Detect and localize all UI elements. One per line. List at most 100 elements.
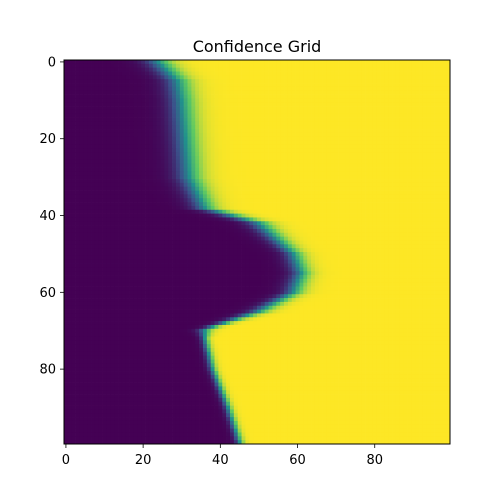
heatmap-cell <box>287 121 293 126</box>
heatmap-cell <box>145 202 150 207</box>
heatmap-cell <box>172 209 177 214</box>
heatmap-cell <box>422 129 428 134</box>
heatmap-cell <box>64 182 69 188</box>
heatmap-cell <box>253 171 258 176</box>
heatmap-cell <box>249 225 254 230</box>
heatmap-cell <box>233 236 239 241</box>
heatmap-cell <box>430 232 435 237</box>
heatmap-cell <box>222 71 227 76</box>
heatmap-cell <box>272 71 277 76</box>
heatmap-cell <box>141 248 146 253</box>
heatmap-cell <box>191 63 196 69</box>
heatmap-cell <box>175 186 181 191</box>
heatmap-cell <box>442 228 447 234</box>
heatmap-cell <box>79 209 84 214</box>
heatmap-cell <box>110 125 115 130</box>
heatmap-cell <box>121 71 127 76</box>
heatmap-cell <box>303 163 308 168</box>
heatmap-cell <box>419 79 424 84</box>
heatmap-cell <box>295 182 300 188</box>
heatmap-cell <box>260 102 266 107</box>
heatmap-cell <box>399 167 405 172</box>
heatmap-cell <box>195 129 200 134</box>
heatmap-cell <box>334 202 339 207</box>
heatmap-cell <box>330 232 335 237</box>
heatmap-cell <box>303 202 308 207</box>
heatmap-cell <box>148 113 154 118</box>
heatmap-cell <box>241 132 246 138</box>
heatmap-cell <box>280 156 285 161</box>
heatmap-cell <box>376 236 381 241</box>
heatmap-cell <box>137 94 142 99</box>
heatmap-cell <box>434 217 439 222</box>
heatmap-cell <box>260 217 266 222</box>
heatmap-cell <box>438 152 443 157</box>
heatmap-cell <box>64 136 69 141</box>
heatmap-cell <box>87 60 92 65</box>
heatmap-cell <box>361 102 366 107</box>
heatmap-cell <box>118 75 123 80</box>
heatmap-cell <box>322 175 327 180</box>
heatmap-cell <box>79 232 84 237</box>
heatmap-cell <box>83 71 88 76</box>
heatmap-cell <box>260 152 266 157</box>
heatmap-cell <box>365 136 370 141</box>
heatmap-cell <box>430 163 435 168</box>
heatmap-cell <box>121 136 127 141</box>
heatmap-cell <box>229 186 235 191</box>
heatmap-cell <box>338 94 343 99</box>
heatmap-cell <box>199 213 204 218</box>
heatmap-cell <box>303 60 308 65</box>
heatmap-cell <box>338 186 343 191</box>
heatmap-cell <box>392 236 397 241</box>
heatmap-cell <box>160 152 165 157</box>
heatmap-cell <box>129 194 134 199</box>
heatmap-cell <box>314 248 320 253</box>
heatmap-cell <box>249 152 254 157</box>
heatmap-cell <box>202 132 208 138</box>
heatmap-cell <box>314 148 320 153</box>
heatmap-cell <box>307 117 312 122</box>
heatmap-cell <box>253 202 258 207</box>
heatmap-cell <box>87 148 92 153</box>
heatmap-cell <box>118 182 123 188</box>
heatmap-cell <box>98 213 103 218</box>
heatmap-cell <box>268 136 273 141</box>
heatmap-cell <box>257 179 262 184</box>
heatmap-cell <box>303 221 308 226</box>
heatmap-cell <box>237 240 242 245</box>
heatmap-cell <box>71 228 76 234</box>
heatmap-cell <box>141 83 146 88</box>
heatmap-cell <box>322 67 327 72</box>
heatmap-cell <box>257 144 262 149</box>
heatmap-cell <box>91 140 96 145</box>
heatmap-cell <box>137 232 142 237</box>
heatmap-cell <box>202 244 208 249</box>
heatmap-cell <box>357 90 362 95</box>
heatmap-cell <box>399 63 405 69</box>
heatmap-cell <box>114 190 119 195</box>
heatmap-cell <box>311 63 316 69</box>
heatmap-cell <box>446 244 451 249</box>
heatmap-cell <box>291 148 296 153</box>
heatmap-cell <box>237 109 242 115</box>
heatmap-cell <box>110 109 115 115</box>
heatmap-cell <box>79 179 84 184</box>
heatmap-cell <box>114 140 119 145</box>
heatmap-cell <box>137 129 142 134</box>
heatmap-cell <box>411 182 416 188</box>
heatmap-cell <box>114 86 119 92</box>
heatmap-cell <box>411 83 416 88</box>
heatmap-cell <box>407 148 412 153</box>
heatmap-cell <box>222 202 227 207</box>
heatmap-cell <box>392 198 397 203</box>
heatmap-cell <box>253 94 258 99</box>
heatmap-cell <box>380 90 385 95</box>
heatmap-cell <box>257 75 262 80</box>
heatmap-cell <box>160 140 165 145</box>
heatmap-cell <box>152 194 157 199</box>
heatmap-cell <box>241 198 246 203</box>
heatmap-cell <box>353 106 358 111</box>
heatmap-cell <box>160 136 165 141</box>
heatmap-cell <box>287 148 293 153</box>
